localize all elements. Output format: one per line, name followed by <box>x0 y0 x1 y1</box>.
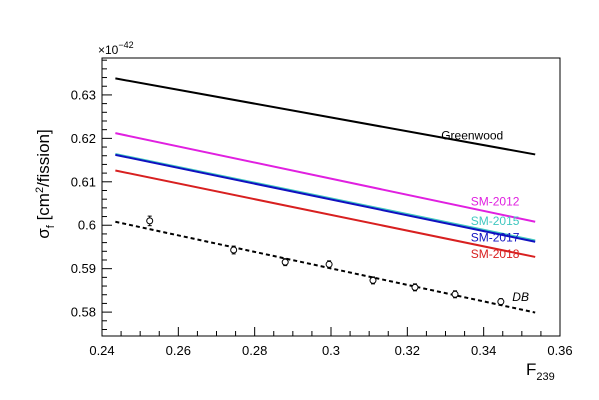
series-label-sm-2017: SM-2017 <box>471 230 520 244</box>
x-tick-label: 0.34 <box>471 343 496 358</box>
y-tick-label: 0.62 <box>71 131 96 146</box>
x-tick-label: 0.36 <box>547 343 572 358</box>
series-label-sm-2018: SM-2018 <box>471 247 520 261</box>
data-point <box>369 276 377 285</box>
point-marker <box>325 260 333 268</box>
data-point <box>146 215 154 227</box>
series-label-greenwood: Greenwood <box>441 129 503 143</box>
x-tick-label: 0.26 <box>166 343 191 358</box>
data-point <box>281 258 289 267</box>
x-tick-label: 0.28 <box>242 343 267 358</box>
exponent-power: −42 <box>118 40 133 50</box>
series-label-sm-2015: SM-2015 <box>471 214 520 228</box>
y-tick-label: 0.63 <box>71 87 96 102</box>
x-tick-label: 0.3 <box>322 343 340 358</box>
data-point <box>411 283 419 292</box>
series-label-db: DB <box>512 290 529 304</box>
x-tick-label: 0.32 <box>395 343 420 358</box>
point-marker <box>281 258 289 266</box>
y-axis-title-sub: f <box>45 224 57 228</box>
x-tick-label: 0.24 <box>89 343 114 358</box>
y-tick-label: 0.6 <box>78 218 96 233</box>
point-marker <box>230 246 238 254</box>
y-axis-title: σf [cm2/fission] <box>34 129 57 238</box>
series-lines <box>115 77 536 314</box>
series-line-sm-2018 <box>115 169 536 258</box>
series-line-sm-2012 <box>115 132 536 223</box>
series-label-sm-2012: SM-2012 <box>471 194 520 208</box>
exponent-label: ×10−42 <box>98 40 134 57</box>
series-line-sm-2017 <box>115 153 536 243</box>
axis-ticks: 0.24 0.26 0.28 0.3 0.32 0.34 0.36 0.58 0.59 0.6 0.… <box>71 59 573 358</box>
y-axis-title-sup: 2 <box>34 187 46 193</box>
y-tick-label: 0.59 <box>71 261 96 276</box>
y-tick-label: 0.58 <box>71 305 96 320</box>
data-point <box>451 290 459 299</box>
data-point <box>325 260 333 269</box>
point-marker <box>451 290 459 298</box>
x-axis-title-sub: 239 <box>536 371 554 383</box>
point-marker <box>497 298 505 306</box>
series-labels: Greenwood SM-2012 SM-2015 SM-2017 SM-2018 DB <box>441 129 529 304</box>
series-line-db <box>115 220 536 314</box>
data-points <box>146 215 505 306</box>
y-tick-label: 0.61 <box>71 174 96 189</box>
series-line-greenwood <box>115 77 536 156</box>
point-marker <box>369 276 377 284</box>
point-marker <box>146 217 154 225</box>
x-axis-title: F239 <box>526 360 555 383</box>
data-point <box>230 245 238 255</box>
point-marker <box>411 283 419 291</box>
data-point <box>497 298 505 306</box>
